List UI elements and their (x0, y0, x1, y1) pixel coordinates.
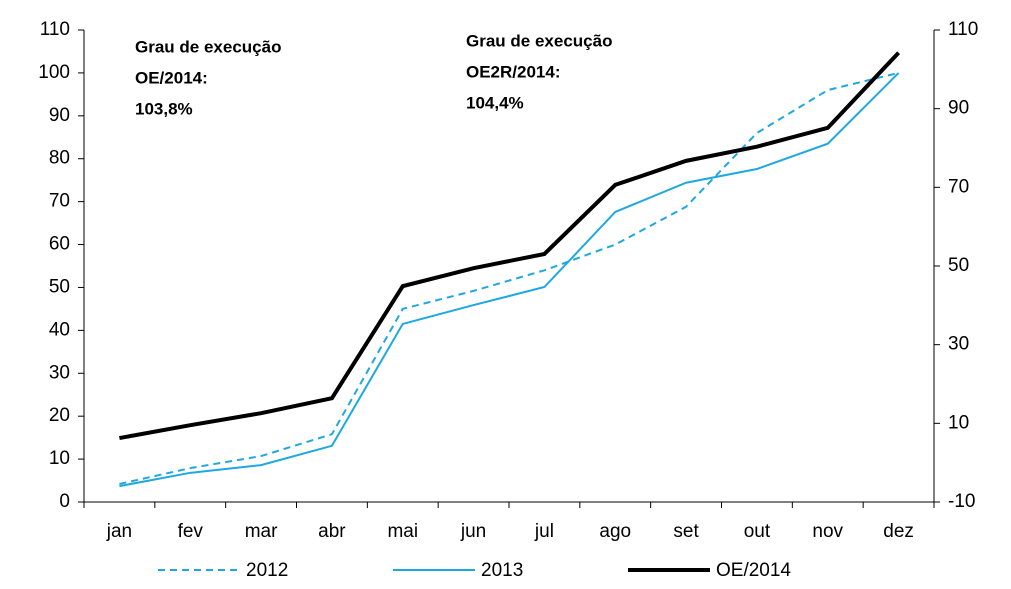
legend-label: 2013 (481, 560, 523, 581)
y-tick-label: 20 (49, 405, 70, 426)
y2-tick-label: 10 (948, 412, 969, 433)
y-tick-label: 40 (49, 319, 70, 340)
line-series (119, 72, 900, 488)
line-series (119, 71, 899, 485)
annotation: 104,4% (466, 93, 524, 112)
y2-tick-label: -10 (948, 491, 975, 512)
y-tick-label: 30 (49, 362, 70, 383)
x-tick-label: mar (245, 521, 278, 542)
x-tick-label: jan (106, 521, 132, 542)
x-tick-label: dez (883, 521, 914, 542)
y-tick-label: 70 (49, 191, 70, 212)
x-tick-label: set (673, 521, 699, 542)
y-tick-label: 10 (49, 448, 70, 469)
annotation: OE/2014: (135, 68, 208, 87)
y-tick-label: 60 (49, 234, 70, 255)
y-tick-label: 0 (59, 491, 70, 512)
legend-label: OE/2014 (716, 560, 791, 581)
y-tick-label: 50 (49, 276, 70, 297)
annotation: Grau de execução (135, 37, 281, 56)
y2-tick-label: 110 (948, 19, 978, 40)
y2-tick-label: 70 (948, 176, 969, 197)
line-series (119, 51, 901, 441)
annotation: Grau de execução (466, 31, 612, 50)
x-tick-label: mai (387, 521, 418, 542)
annotation: 103,8% (135, 99, 193, 118)
legend-label: 2012 (246, 560, 288, 581)
x-tick-label: nov (812, 521, 843, 542)
x-tick-label: jul (534, 521, 554, 542)
y2-tick-label: 50 (948, 255, 969, 276)
y2-tick-label: 90 (948, 98, 969, 119)
y-tick-label: 80 (49, 148, 70, 169)
y-tick-label: 100 (38, 62, 70, 83)
x-tick-label: ago (599, 521, 631, 542)
x-tick-label: fev (178, 521, 204, 542)
x-tick-label: jun (460, 521, 486, 542)
y2-tick-label: 30 (948, 334, 969, 355)
x-tick-label: abr (318, 521, 346, 542)
annotation: OE2R/2014: (466, 62, 561, 81)
y-tick-label: 90 (49, 105, 70, 126)
y-tick-label: 110 (40, 19, 70, 40)
x-tick-label: out (744, 521, 771, 542)
